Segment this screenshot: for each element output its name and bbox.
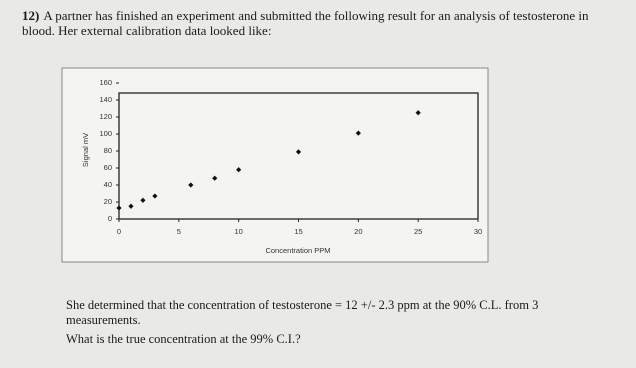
data-point [236,167,242,173]
y-tick-label: 120 [99,112,112,121]
question: 12) A partner has finished an experiment … [22,8,612,38]
x-tick-label: 0 [117,227,121,236]
y-axis-label: Signal mV [81,133,90,167]
chart-border [61,67,489,263]
y-tick-label: 40 [104,180,112,189]
x-tick-label: 10 [234,227,242,236]
x-tick-label: 20 [354,227,362,236]
x-tick-label: 30 [474,227,482,236]
x-tick-label: 15 [294,227,302,236]
y-tick-label: 80 [104,146,112,155]
data-point [415,110,421,116]
data-point [295,149,302,155]
question-number: 12) [22,8,40,23]
data-point [188,182,194,188]
question-text: A partner has finished an experiment and… [22,8,589,38]
x-axis-label: Concentration PPM [265,246,330,255]
y-tick-label: 60 [104,163,112,172]
y-tick-label: 100 [99,129,112,138]
paragraph: What is the true concentration at the 99… [66,332,301,346]
y-tick-label: 140 [99,95,112,104]
y-tick-label: 20 [104,197,112,206]
data-point [212,175,218,181]
y-tick-label: 0 [108,214,112,223]
x-tick-label: 5 [177,227,181,236]
data-point [140,197,146,203]
x-tick-label: 25 [414,227,422,236]
data-point [116,205,122,211]
data-point [355,130,361,136]
data-point [128,203,134,209]
data-point [152,193,158,199]
y-tick-label: 160 [99,78,112,87]
paragraph: She determined that the concentration of… [66,298,539,327]
